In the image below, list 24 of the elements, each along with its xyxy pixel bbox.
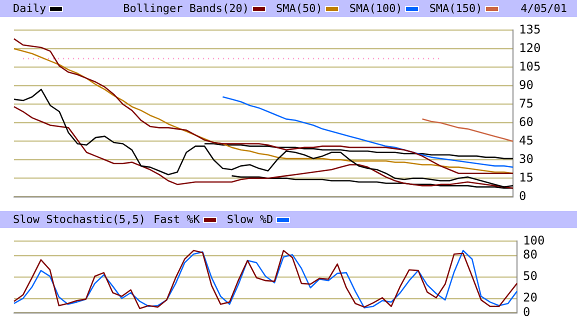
y-tick-label: 60 [519,114,534,129]
text: 4/05/01 [520,2,567,15]
legend-label: Slow %D [226,213,274,226]
legend-label: Bollinger Bands(20) [123,2,249,15]
y-tick-label: 30 [519,152,534,166]
legend-label: SMA(150) [429,2,482,15]
y-tick-label: 15 [519,170,534,184]
y-tick-label: 45 [519,133,534,148]
y-tick-label: 120 [519,40,541,55]
y-tick-label: 90 [519,78,534,92]
y-tick-label: 50 [523,269,538,284]
y-tick-label: 105 [519,59,541,74]
y-tick-label: 0 [519,188,526,203]
legend-label: Daily [13,2,46,15]
y-tick-label: 75 [519,96,534,110]
legend-label: SMA(100) [349,2,402,15]
y-tick-label: 80 [523,248,538,262]
legend-label: SMA(50) [276,2,322,15]
y-tick-label: 135 [519,22,541,36]
legend-label: Fast %K [153,213,200,226]
y-tick-label: 100 [523,233,545,248]
y-tick-label: 0 [523,304,530,319]
chart-title: Slow Stochastic(5,5) [13,213,146,226]
y-tick-label: 20 [523,290,538,305]
